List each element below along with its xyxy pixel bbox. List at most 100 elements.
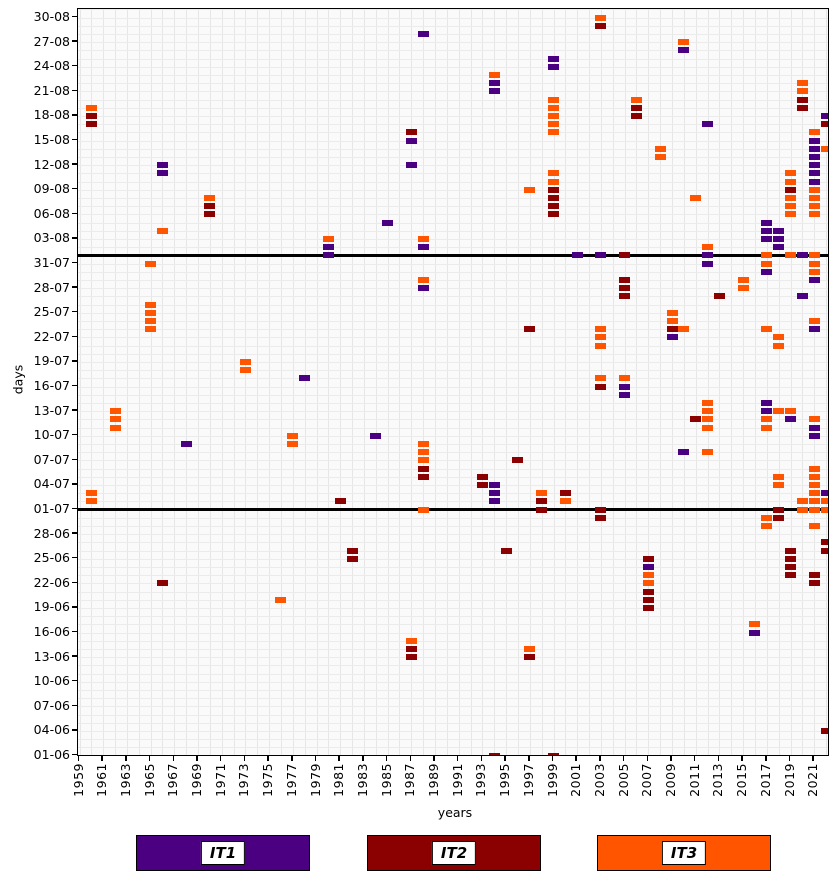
x-tick-label: 1971 — [212, 763, 228, 797]
grid-line-horizontal — [78, 599, 828, 601]
data-marker-it3 — [808, 416, 820, 423]
x-tick — [646, 756, 649, 761]
grid-line-horizontal — [78, 337, 828, 339]
grid-line-horizontal — [78, 50, 828, 52]
data-marker-it2 — [548, 203, 559, 210]
y-tick-label: 31-07 — [33, 255, 70, 270]
grid-line-horizontal — [78, 271, 828, 273]
data-marker-it3 — [808, 260, 820, 267]
grid-line-vertical — [695, 9, 697, 755]
data-marker-it3 — [619, 375, 631, 382]
x-tick — [219, 756, 222, 761]
grid-line-horizontal — [78, 756, 828, 757]
data-marker-it2 — [785, 547, 796, 554]
y-tick — [72, 556, 77, 559]
x-tick-label: 1965 — [141, 763, 157, 797]
x-tick — [125, 756, 127, 761]
data-marker-it3 — [796, 498, 808, 505]
x-tick-label: 1987 — [402, 763, 418, 797]
x-tick-label: 1999 — [544, 763, 560, 797]
grid-line-vertical — [790, 9, 792, 755]
grid-line-vertical — [766, 9, 768, 755]
data-marker-it2 — [405, 129, 417, 136]
grid-line-vertical — [600, 9, 602, 755]
data-marker-it2 — [559, 490, 571, 497]
x-tick — [172, 756, 175, 761]
data-marker-it1 — [808, 424, 820, 431]
grid-line-horizontal — [78, 468, 828, 470]
grid-line-vertical — [529, 9, 531, 755]
data-marker-it3 — [808, 506, 820, 513]
x-tick — [433, 756, 435, 761]
x-tick-label: 2017 — [757, 763, 773, 797]
data-marker-it2 — [476, 473, 488, 480]
data-marker-it3 — [548, 178, 559, 185]
data-marker-it3 — [417, 457, 429, 464]
y-tick-label: 01-06 — [33, 747, 70, 762]
data-marker-it1 — [595, 252, 607, 259]
x-tick-label: 2013 — [710, 763, 726, 797]
data-marker-it3 — [322, 235, 334, 242]
grid-line-vertical — [292, 9, 294, 755]
grid-line-horizontal — [78, 312, 828, 314]
data-marker-it1 — [808, 170, 820, 177]
data-marker-it3 — [536, 490, 548, 497]
data-marker-it1 — [180, 440, 192, 447]
grid-line-horizontal — [78, 558, 828, 560]
grid-line-vertical — [209, 9, 211, 755]
grid-line-vertical — [612, 9, 614, 755]
y-tick-label: 12-08 — [33, 156, 70, 172]
data-marker-it1 — [299, 375, 311, 382]
data-marker-it3 — [808, 203, 820, 210]
data-marker-it3 — [548, 129, 559, 136]
grid-line-vertical — [814, 9, 816, 755]
x-tick-label: 2015 — [734, 763, 750, 797]
data-marker-it1 — [773, 244, 785, 251]
y-tick-label: 25-07 — [33, 304, 70, 320]
data-marker-it2 — [512, 457, 524, 464]
grid-line-vertical — [257, 9, 259, 755]
data-marker-it3 — [808, 317, 820, 324]
grid-line-vertical — [435, 9, 436, 755]
x-tick-label: 1969 — [189, 763, 204, 797]
data-marker-it3 — [796, 80, 808, 87]
data-marker-it2 — [642, 604, 654, 611]
data-marker-it2 — [595, 383, 607, 390]
grid-line-horizontal — [78, 607, 828, 609]
grid-line-vertical — [470, 9, 472, 755]
grid-line-horizontal — [78, 247, 828, 249]
grid-line-horizontal — [78, 419, 828, 421]
data-marker-it1 — [619, 383, 631, 390]
y-tick-label: 10-06 — [33, 673, 70, 689]
y-tick-label: 07-07 — [33, 451, 70, 467]
x-tick — [338, 756, 340, 761]
y-tick — [72, 89, 77, 92]
legend-item-it2: IT2 — [367, 835, 541, 871]
y-tick — [72, 15, 77, 18]
x-tick-label: 1985 — [378, 763, 394, 797]
data-marker-it2 — [773, 506, 785, 513]
y-tick-label: 04-07 — [33, 476, 70, 492]
data-marker-it3 — [595, 342, 607, 349]
data-marker-it2 — [524, 326, 536, 333]
data-marker-it3 — [773, 481, 785, 488]
data-marker-it3 — [595, 14, 607, 21]
data-marker-it2 — [642, 596, 654, 603]
data-marker-it3 — [773, 408, 785, 415]
data-marker-it3 — [85, 490, 97, 497]
grid-line-vertical — [233, 9, 235, 755]
data-marker-it1 — [761, 268, 773, 275]
data-marker-it1 — [571, 252, 583, 259]
legend-label: IT2 — [440, 844, 468, 862]
data-marker-it1 — [761, 399, 773, 406]
grid-line-horizontal — [78, 722, 828, 724]
y-tick — [72, 187, 77, 190]
grid-line-horizontal — [78, 583, 828, 585]
x-tick-label: 1967 — [165, 763, 181, 797]
grid-line-vertical — [138, 9, 140, 755]
data-marker-it1 — [820, 112, 828, 119]
x-tick — [267, 756, 269, 761]
y-tick-label: 07-06 — [33, 697, 70, 713]
data-marker-it3 — [785, 211, 796, 218]
